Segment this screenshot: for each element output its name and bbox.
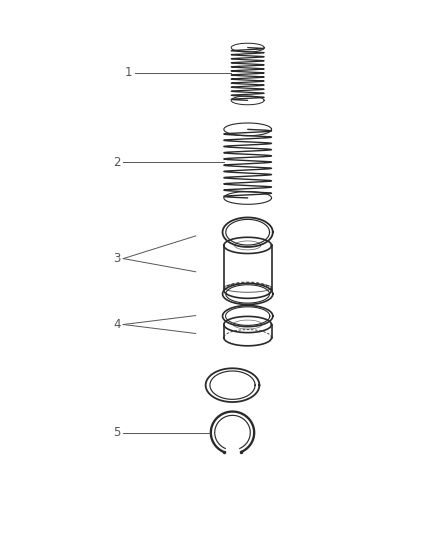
Text: 5: 5 bbox=[113, 426, 120, 439]
Text: 1: 1 bbox=[124, 67, 132, 79]
Text: 4: 4 bbox=[113, 318, 120, 331]
Text: 3: 3 bbox=[113, 252, 120, 265]
Text: 2: 2 bbox=[113, 156, 120, 168]
